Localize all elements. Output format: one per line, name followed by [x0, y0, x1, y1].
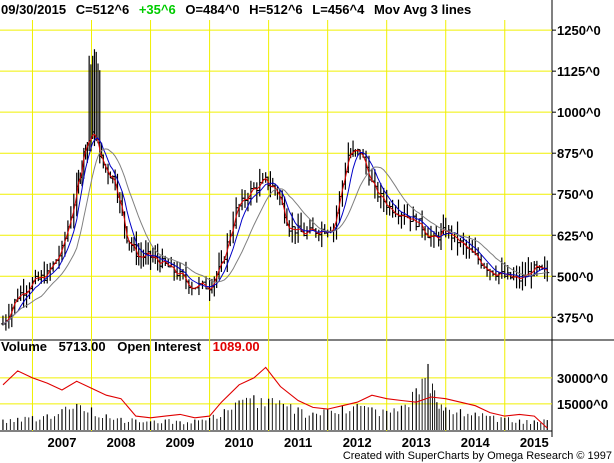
price-tick-label: 625^0 [557, 228, 594, 243]
volume-label: Volume [1, 339, 47, 354]
year-tick-label: 2015 [520, 435, 549, 450]
year-tick-label: 2010 [225, 435, 254, 450]
header-close: C=512^6 [76, 2, 130, 17]
year-tick-label: 2007 [48, 435, 77, 450]
chart-credit: Created with SuperCharts by Omega Resear… [343, 450, 612, 462]
open-interest-line [2, 366, 548, 429]
volume-tick-label: 15000^0 [557, 397, 608, 412]
axis-labels: 375^0 500^0 625^0 750^0 875^0 1000^0 1125^0 125… [48, 23, 608, 450]
svg-text:Volume 5713.00 Open In: Volume 5713.00 Open Interest 1089.00 [1, 339, 260, 354]
moving-average-slow [2, 148, 548, 325]
volume-bars [2, 363, 548, 430]
svg-text:09/30/2015 C=512^6 +35: 09/30/2015 C=512^6 +35^6 O=484^0 H=512^6… [1, 2, 471, 17]
header-change: +35^6 [139, 2, 176, 17]
year-tick-label: 2011 [284, 435, 312, 450]
price-tick-label: 375^0 [557, 310, 594, 325]
chart-grid [0, 0, 614, 437]
open-interest-value: 1089.00 [213, 339, 260, 354]
price-tick-label: 1000^0 [557, 105, 601, 120]
moving-average-fast [2, 133, 548, 325]
open-interest-label: Open Interest [117, 339, 201, 354]
price-tick-label: 875^0 [557, 146, 594, 161]
moving-averages [2, 133, 548, 325]
price-tick-label: 750^0 [557, 187, 594, 202]
header-open: O=484^0 [185, 2, 239, 17]
price-tick-label: 500^0 [557, 269, 594, 284]
price-tick-label: 1125^0 [557, 64, 600, 79]
volume-value: 5713.00 [59, 339, 106, 354]
header-date: 09/30/2015 [1, 2, 66, 17]
header-high: H=512^6 [249, 2, 303, 17]
year-tick-label: 2013 [402, 435, 431, 450]
year-tick-label: 2012 [343, 435, 372, 450]
year-tick-label: 2008 [107, 435, 136, 450]
price-tick-label: 1250^0 [557, 23, 601, 38]
header-low: L=456^4 [312, 2, 365, 17]
year-tick-label: 2014 [461, 435, 491, 450]
volume-tick-label: 30000^0 [557, 371, 608, 386]
header-study: Mov Avg 3 lines [374, 2, 471, 17]
year-tick-label: 2009 [166, 435, 195, 450]
open-interest-path [2, 366, 548, 429]
moving-average-mid [2, 137, 548, 325]
